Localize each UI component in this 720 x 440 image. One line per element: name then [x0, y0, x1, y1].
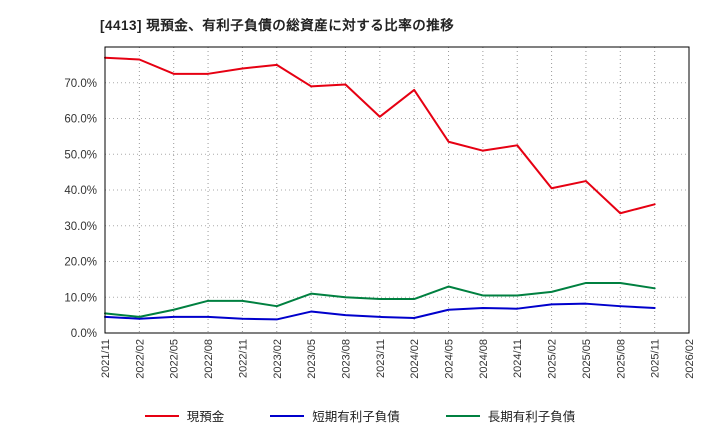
- y-tick-label: 20.0%: [64, 257, 97, 269]
- x-tick-label: 2021/11: [100, 339, 112, 378]
- x-tick-label: 2026/02: [684, 339, 696, 379]
- chart-title: [4413] 現預金、有利子負債の総資産に対する比率の推移: [100, 18, 455, 33]
- y-tick-label: 60.0%: [64, 114, 97, 126]
- x-tick-label: 2023/11: [375, 339, 387, 378]
- legend-line-swatch: [270, 414, 305, 417]
- legend-label: 長期有利子負債: [487, 410, 576, 424]
- series-line-2: [104, 281, 656, 318]
- legend-label: 現預金: [186, 410, 225, 424]
- x-tick-label: 2022/11: [237, 339, 249, 378]
- series-line-0: [104, 56, 656, 215]
- x-tick-label: 2023/05: [306, 339, 318, 379]
- x-tick-label: 2022/02: [134, 339, 146, 379]
- x-tick-label: 2024/02: [409, 339, 421, 379]
- y-tick-label: 70.0%: [64, 78, 97, 90]
- x-tick-label: 2024/08: [478, 339, 490, 379]
- x-tick-label: 2023/02: [272, 339, 284, 379]
- legend-item-0: 現預金: [144, 406, 225, 425]
- legend-label: 短期有利子負債: [312, 410, 400, 424]
- x-tick-label: 2025/11: [650, 339, 662, 378]
- y-tick-label: 40.0%: [64, 185, 97, 197]
- x-tick-label: 2023/08: [340, 339, 352, 379]
- legend-item-2: 長期有利子負債: [445, 406, 576, 425]
- chart-legend: 現預金 短期有利子負債 長期有利子負債: [0, 406, 720, 425]
- x-tick-label: 2025/08: [615, 339, 627, 379]
- x-tick-label: 2022/08: [203, 339, 215, 379]
- y-tick-label: 50.0%: [64, 149, 97, 161]
- x-tick-label: 2025/05: [581, 339, 593, 379]
- legend-line-swatch: [144, 414, 179, 417]
- x-tick-label: 2025/02: [547, 339, 559, 379]
- plot-border: [104, 46, 690, 334]
- y-tick-label: 10.0%: [64, 292, 97, 304]
- y-tick-label: 0.0%: [71, 328, 97, 340]
- series-line-1: [104, 302, 656, 321]
- y-tick-label: 30.0%: [64, 221, 97, 233]
- legend-line-swatch: [445, 414, 480, 417]
- x-tick-label: 2024/11: [512, 339, 524, 378]
- x-tick-label: 2024/05: [444, 339, 456, 379]
- legend-item-1: 短期有利子負債: [270, 406, 400, 425]
- x-tick-label: 2022/05: [169, 339, 181, 379]
